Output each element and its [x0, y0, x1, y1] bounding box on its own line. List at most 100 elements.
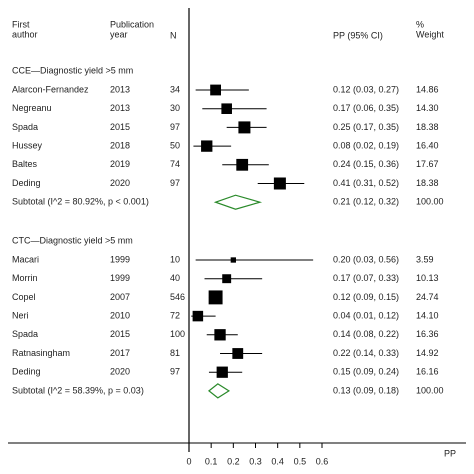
study-box [221, 103, 232, 114]
study-ci: 0.04 (0.01, 0.12) [333, 310, 399, 320]
study-n: 40 [170, 273, 180, 283]
subtotal-weight: 100.00 [416, 197, 444, 207]
x-axis-label: PP [444, 448, 456, 458]
study-author: Hussey [12, 140, 43, 150]
study-n: 50 [170, 140, 180, 150]
study-year: 2015 [110, 122, 130, 132]
study-author: Alarcon-Fernandez [12, 84, 89, 94]
x-tick-label: 0.2 [227, 456, 240, 466]
study-n: 34 [170, 84, 180, 94]
study-author: Neri [12, 310, 29, 320]
column-header: PP (95% CI) [333, 30, 383, 40]
study-weight: 16.16 [416, 367, 439, 377]
study-year: 2020 [110, 178, 130, 188]
study-n: 546 [170, 292, 185, 302]
study-ci: 0.12 (0.09, 0.15) [333, 292, 399, 302]
study-ci: 0.22 (0.14, 0.33) [333, 348, 399, 358]
group-label: CTC—Diagnostic yield >5 mm [12, 235, 133, 245]
study-author: Ratnasingham [12, 348, 70, 358]
study-weight: 14.86 [416, 84, 439, 94]
study-ci: 0.17 (0.06, 0.35) [333, 103, 399, 113]
column-header: author [12, 29, 38, 39]
study-year: 2013 [110, 84, 130, 94]
study-box [216, 366, 228, 378]
study-author: Spada [12, 122, 38, 132]
study-n: 30 [170, 103, 180, 113]
study-weight: 16.36 [416, 329, 439, 339]
study-weight: 3.59 [416, 254, 434, 264]
study-author: Morrin [12, 273, 38, 283]
study-box [222, 274, 232, 284]
study-n: 10 [170, 254, 180, 264]
study-weight: 24.74 [416, 292, 439, 302]
column-header: Publication [110, 19, 154, 29]
study-year: 1999 [110, 254, 130, 264]
column-header: % [416, 19, 424, 29]
study-year: 1999 [110, 273, 130, 283]
subtotal-weight: 100.00 [416, 385, 444, 395]
column-header: Weight [416, 29, 444, 39]
study-box [210, 84, 221, 96]
study-box [273, 177, 286, 190]
study-weight: 10.13 [416, 273, 439, 283]
study-ci: 0.41 (0.31, 0.52) [333, 178, 399, 188]
x-tick-label: 0.3 [249, 456, 262, 466]
study-weight: 18.38 [416, 122, 439, 132]
study-author: Deding [12, 178, 41, 188]
column-header: N [170, 30, 177, 40]
study-year: 2010 [110, 310, 130, 320]
study-n: 81 [170, 348, 180, 358]
study-author: Deding [12, 367, 41, 377]
study-year: 2013 [110, 103, 130, 113]
study-year: 2015 [110, 329, 130, 339]
x-tick-label: 0 [186, 456, 191, 466]
study-year: 2019 [110, 159, 130, 169]
study-ci: 0.17 (0.07, 0.33) [333, 273, 399, 283]
x-tick-label: 0.6 [316, 456, 329, 466]
study-ci: 0.12 (0.03, 0.27) [333, 84, 399, 94]
study-ci: 0.15 (0.09, 0.24) [333, 367, 399, 377]
study-weight: 14.30 [416, 103, 439, 113]
study-ci: 0.20 (0.03, 0.56) [333, 254, 399, 264]
x-tick-label: 0.4 [271, 456, 284, 466]
subtotal-diamond [213, 194, 263, 210]
x-tick-label: 0.5 [294, 456, 307, 466]
study-weight: 17.67 [416, 159, 439, 169]
study-weight: 14.10 [416, 310, 439, 320]
subtotal-ci: 0.21 (0.12, 0.32) [333, 197, 399, 207]
x-tick-label: 0.1 [205, 456, 218, 466]
study-n: 97 [170, 178, 180, 188]
study-year: 2007 [110, 292, 130, 302]
subtotal-diamond [207, 383, 231, 399]
subtotal-ci: 0.13 (0.09, 0.18) [333, 385, 399, 395]
study-box [236, 158, 249, 171]
study-box [230, 257, 236, 263]
study-box [192, 310, 204, 322]
study-n: 100 [170, 329, 185, 339]
study-n: 97 [170, 122, 180, 132]
study-author: Baltes [12, 159, 38, 169]
study-n: 74 [170, 159, 180, 169]
study-ci: 0.24 (0.15, 0.36) [333, 159, 399, 169]
study-box [201, 140, 213, 152]
subtotal-label: Subtotal (I^2 = 80.92%, p < 0.001) [12, 197, 149, 207]
study-ci: 0.14 (0.08, 0.22) [333, 329, 399, 339]
study-n: 97 [170, 367, 180, 377]
subtotal-label: Subtotal (I^2 = 58.39%, p = 0.03) [12, 385, 144, 395]
study-weight: 18.38 [416, 178, 439, 188]
study-year: 2017 [110, 348, 130, 358]
study-author: Spada [12, 329, 38, 339]
study-author: Negreanu [12, 103, 52, 113]
column-header: year [110, 29, 128, 39]
study-author: Copel [12, 292, 36, 302]
study-author: Macari [12, 254, 39, 264]
study-box [232, 348, 244, 359]
group-label: CCE—Diagnostic yield >5 mm [12, 65, 133, 75]
study-year: 2018 [110, 140, 130, 150]
study-weight: 16.40 [416, 140, 439, 150]
study-box [208, 290, 223, 305]
study-ci: 0.08 (0.02, 0.19) [333, 140, 399, 150]
study-n: 72 [170, 310, 180, 320]
study-ci: 0.25 (0.17, 0.35) [333, 122, 399, 132]
column-header: First [12, 19, 30, 29]
